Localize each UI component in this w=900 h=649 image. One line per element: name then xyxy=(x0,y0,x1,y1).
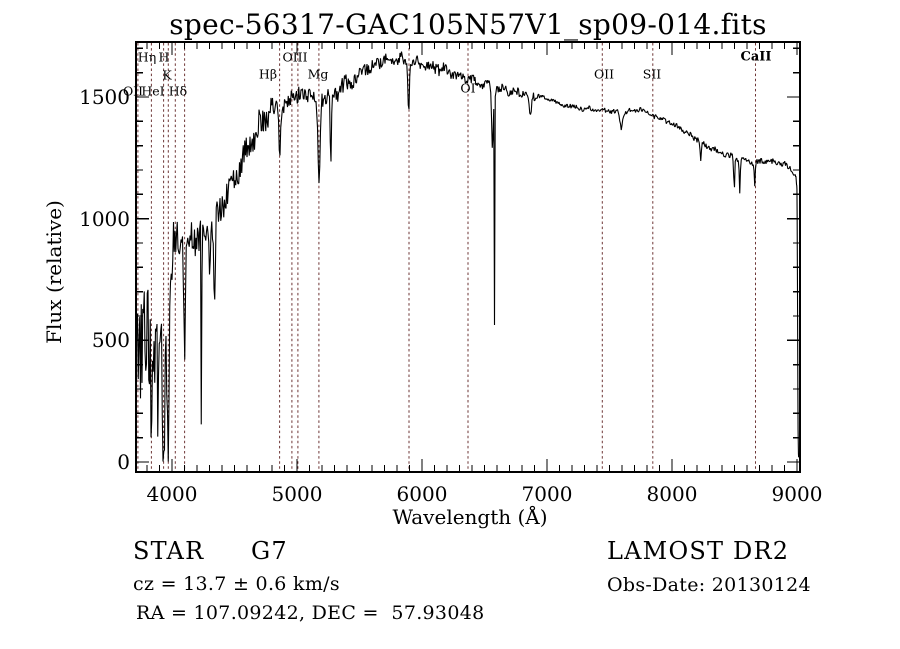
survey-label: LAMOST DR2 xyxy=(607,537,790,565)
y-tick-label: 500 xyxy=(91,328,130,353)
spectral-line-label: Hη xyxy=(137,49,157,65)
object-class-label: STAR xyxy=(133,537,205,565)
y-tick-label: 0 xyxy=(117,450,130,475)
spectral-line-label: HeI xyxy=(141,83,165,99)
spectral-line-label: K xyxy=(162,67,172,83)
x-tick-label: 7000 xyxy=(521,482,573,506)
spectral-line-label: OII xyxy=(122,83,144,99)
plot-frame-and-ticks xyxy=(135,41,801,473)
x-tick-label: 4000 xyxy=(146,482,198,506)
y-tick-label: 1500 xyxy=(79,84,130,109)
spectral-line-label: CaII xyxy=(740,49,772,65)
spectral-line-label: Hβ xyxy=(258,66,278,82)
spectrum-path xyxy=(135,51,800,462)
plot-title: spec-56317-GAC105N57V1_sp09-014.fits xyxy=(169,8,767,41)
x-axis-title: Wavelength (Å) xyxy=(392,505,548,529)
spectral-line-label: OIII xyxy=(282,49,308,65)
object-subclass-label: G7 xyxy=(251,537,288,565)
spectrum-trace xyxy=(135,51,800,462)
spectral-line-label: OI xyxy=(460,80,476,96)
obs-date-line: Obs-Date: 20130124 xyxy=(607,574,811,596)
spectral-line-label: Hδ xyxy=(168,83,188,99)
spectral-line-label: Mg xyxy=(307,66,329,82)
y-tick-label: 1000 xyxy=(79,206,130,231)
x-tick-label: 6000 xyxy=(396,482,448,506)
spectral-line-label: OII xyxy=(593,66,615,82)
spectral-line-label: SII xyxy=(642,66,662,82)
cz-value-line: cz = 13.7 ± 0.6 km/s xyxy=(133,573,340,595)
x-tick-label: 5000 xyxy=(271,482,323,506)
spectral-line-label: H xyxy=(158,49,170,65)
radec-line: RA = 107.09242, DEC = 57.93048 xyxy=(136,602,485,624)
x-tick-label: 8000 xyxy=(646,482,698,506)
spectral-line-markers xyxy=(137,43,756,471)
x-tick-label: 9000 xyxy=(771,482,823,506)
